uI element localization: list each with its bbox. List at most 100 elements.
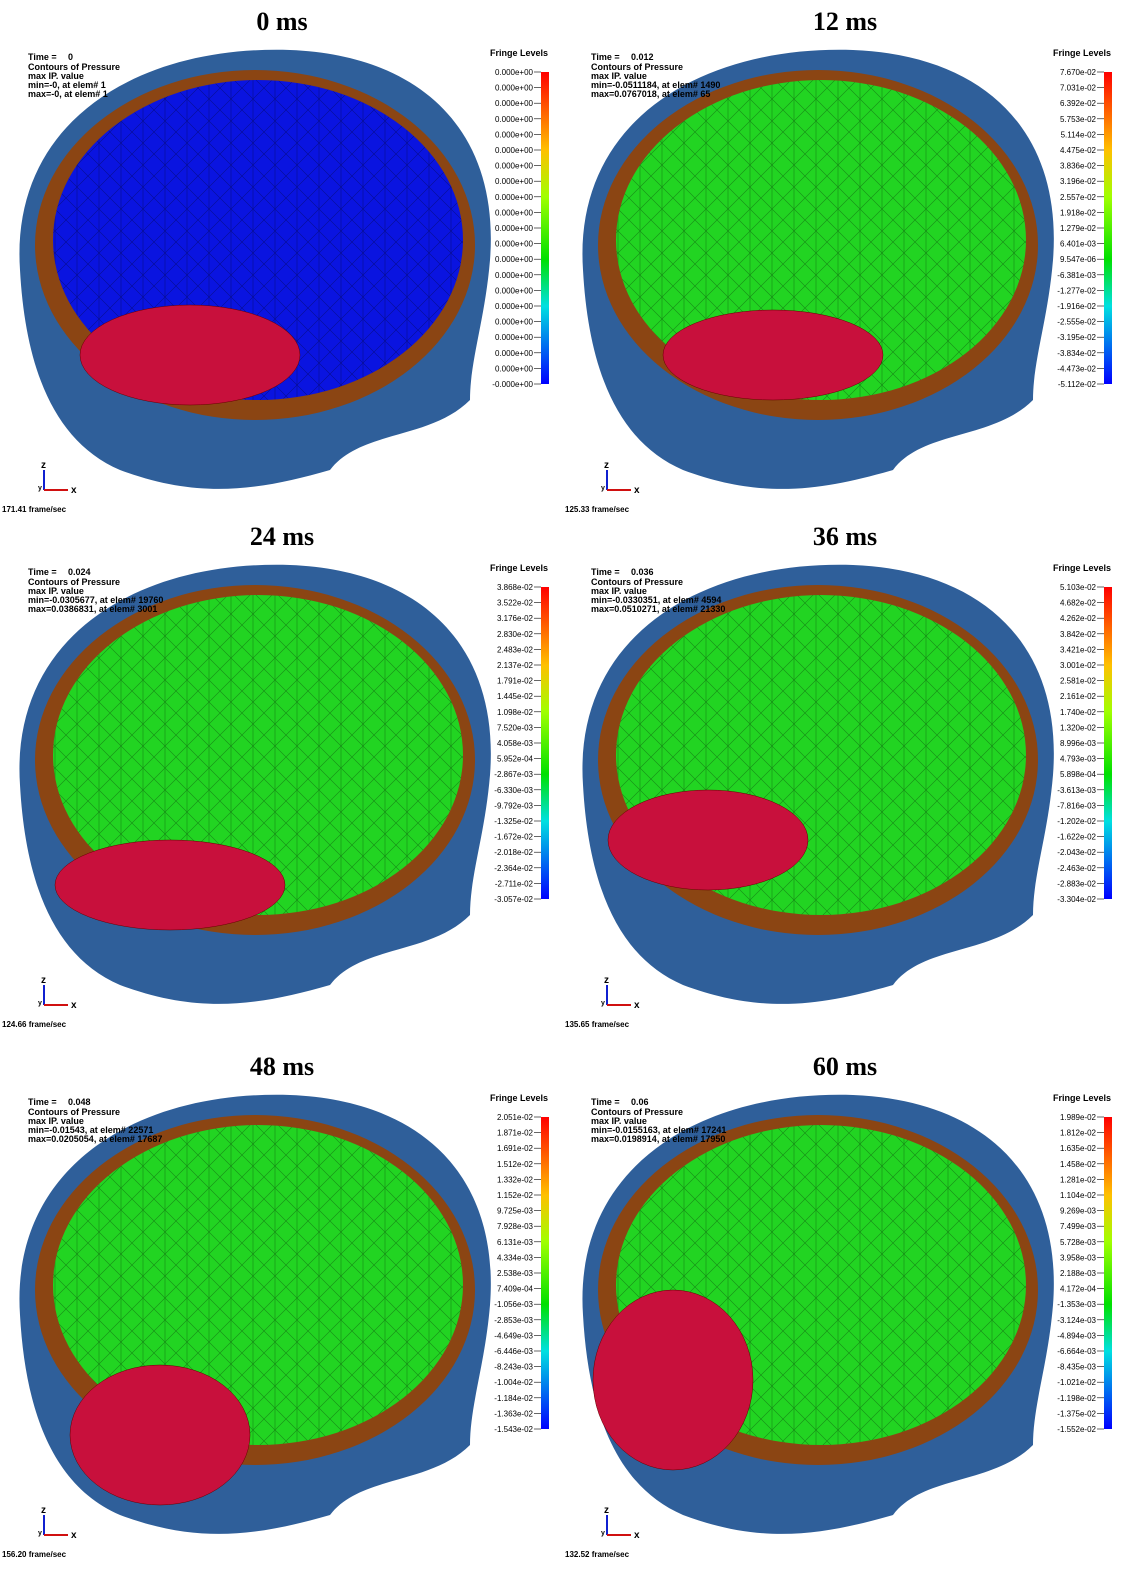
fringe-label: 4.475e-02 (1060, 146, 1097, 155)
fringe-label: -6.664e-03 (1057, 1347, 1096, 1356)
fringe-label: -4.894e-03 (1057, 1331, 1096, 1340)
fringe-label: 7.031e-02 (1060, 84, 1097, 93)
colorbar (541, 587, 549, 899)
colorbar (541, 72, 549, 384)
fringe-label: 1.445e-02 (497, 692, 534, 701)
axis-label: z (604, 460, 609, 471)
fringe-label: -6.381e-03 (1057, 271, 1096, 280)
fringe-title: Fringe Levels (490, 1093, 548, 1103)
colorbar (1104, 587, 1112, 899)
fringe-label: 0.000e+00 (495, 146, 534, 155)
colorbar (1104, 1117, 1112, 1429)
info-line: min=-0.01543, at elem# 22571 (28, 1125, 153, 1135)
panel-title: 36 ms (813, 522, 877, 551)
fringe-label: 1.691e-02 (497, 1144, 534, 1153)
fringe-label: 1.281e-02 (1060, 1175, 1097, 1184)
fringe-label: 9.725e-03 (497, 1207, 534, 1216)
fringe-label: 1.635e-02 (1060, 1144, 1097, 1153)
fringe-label: 3.842e-02 (1060, 630, 1097, 639)
fringe-label: 1.812e-02 (1060, 1129, 1097, 1138)
axis-label: y (38, 1530, 42, 1537)
info-line: min=-0.0155163, at elem# 17241 (591, 1125, 726, 1135)
fringe-label: -1.056e-03 (494, 1300, 533, 1309)
axis-label: x (634, 1530, 640, 1541)
fringe-label: 0.000e+00 (495, 302, 534, 311)
info-line: max IP. value (28, 1116, 84, 1126)
fringe-label: 2.188e-03 (1060, 1269, 1097, 1278)
colorbar (1104, 72, 1112, 384)
panel-title: 24 ms (250, 522, 314, 551)
fringe-label: -6.446e-03 (494, 1347, 533, 1356)
fringe-label: -3.613e-03 (1057, 786, 1096, 795)
fringe-label: -5.112e-02 (1058, 380, 1097, 389)
fringe-label: 0.000e+00 (495, 193, 534, 202)
info-line: max IP. value (28, 71, 84, 81)
info-line: min=-0.0305677, at elem# 19760 (28, 595, 163, 605)
fringe-label: 0.000e+00 (495, 84, 534, 93)
fringe-title: Fringe Levels (490, 48, 548, 58)
fringe-label: -1.184e-02 (494, 1394, 533, 1403)
fringe-label: 0.000e+00 (495, 318, 534, 327)
fringe-label: -1.375e-02 (1057, 1409, 1096, 1418)
fringe-label: -4.473e-02 (1057, 364, 1096, 373)
fringe-label: 4.682e-02 (1060, 599, 1097, 608)
fringe-label: 2.538e-03 (497, 1269, 534, 1278)
fringe-label: -2.463e-02 (1057, 864, 1096, 873)
fringe-label: 0.000e+00 (495, 286, 534, 295)
fringe-label: -7.816e-03 (1057, 801, 1096, 810)
fringe-label: 0.000e+00 (495, 255, 534, 264)
fringe-label: 3.836e-02 (1060, 162, 1097, 171)
fringe-label: -1.198e-02 (1057, 1394, 1096, 1403)
brain-mesh (53, 595, 463, 915)
fringe-label: 5.898e-04 (1060, 770, 1097, 779)
fringe-label: -1.353e-03 (1057, 1300, 1096, 1309)
time-label: Time = (28, 52, 57, 62)
fringe-label: 0.000e+00 (495, 99, 534, 108)
cerebellum (79, 304, 301, 406)
fringe-label: 3.958e-03 (1060, 1253, 1097, 1262)
fringe-label: 0.000e+00 (495, 208, 534, 217)
fringe-label: 7.499e-03 (1060, 1222, 1097, 1231)
time-value: 0.048 (68, 1097, 91, 1107)
fringe-label: 4.262e-02 (1060, 614, 1097, 623)
cerebellum (69, 1364, 251, 1506)
time-value: 0.012 (631, 52, 654, 62)
info-line: max=0.0198914, at elem# 17950 (591, 1134, 725, 1144)
axis-label: x (71, 1000, 77, 1011)
time-label: Time = (591, 567, 620, 577)
info-line: max IP. value (591, 1116, 647, 1126)
fringe-label: -2.364e-02 (494, 864, 533, 873)
fringe-label: 1.512e-02 (497, 1160, 534, 1169)
fringe-label: 0.000e+00 (495, 349, 534, 358)
fringe-label: -3.834e-02 (1057, 349, 1096, 358)
fps: 135.65 frame/sec (565, 1020, 630, 1029)
time-value: 0 (68, 52, 73, 62)
fringe-label: -1.672e-02 (494, 833, 533, 842)
fringe-label: 1.458e-02 (1060, 1160, 1097, 1169)
fringe-label: -1.202e-02 (1057, 817, 1096, 826)
fringe-label: 3.522e-02 (497, 599, 534, 608)
fringe-label: -1.622e-02 (1057, 833, 1096, 842)
axis-label: z (41, 1505, 46, 1516)
colorbar (541, 1117, 549, 1429)
fringe-title: Fringe Levels (1053, 48, 1111, 58)
fringe-label: -1.552e-02 (1057, 1425, 1096, 1434)
fringe-title: Fringe Levels (490, 563, 548, 573)
fringe-label: 5.114e-02 (1061, 130, 1097, 139)
axis-label: x (634, 485, 640, 496)
fringe-label: -3.124e-03 (1057, 1316, 1096, 1325)
fringe-label: -1.277e-02 (1057, 286, 1096, 295)
fringe-label: 4.334e-03 (497, 1253, 534, 1262)
cerebellum (607, 789, 809, 891)
axis-label: y (601, 1000, 605, 1007)
fringe-label: -2.555e-02 (1057, 318, 1096, 327)
fringe-label: 2.557e-02 (1060, 193, 1097, 202)
axis-label: z (41, 975, 46, 986)
fringe-label: 3.196e-02 (1060, 177, 1097, 186)
fringe-label: 3.421e-02 (1060, 645, 1097, 654)
fringe-label: 1.320e-02 (1060, 723, 1097, 732)
fringe-label: 6.131e-03 (497, 1238, 534, 1247)
